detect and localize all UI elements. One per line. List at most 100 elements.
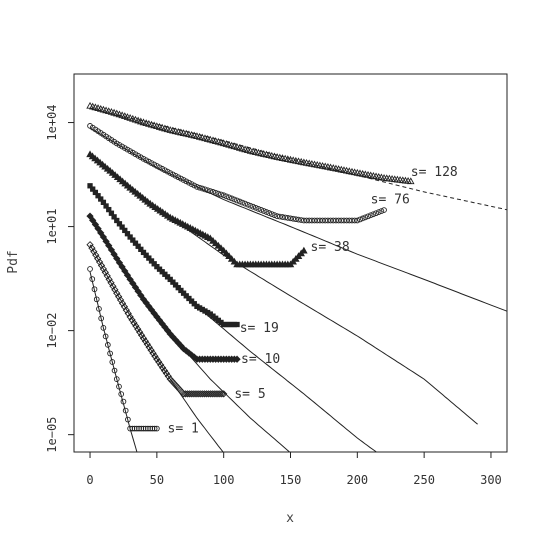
data-point [319,217,326,224]
y-tick-label: 1e−05 [45,417,59,453]
x-tick-label: 250 [413,473,435,487]
data-point [105,241,113,250]
data-point [140,249,147,256]
data-point [129,279,137,288]
data-point [172,282,179,288]
data-point [359,215,366,222]
data-point [124,231,131,237]
data-point [91,286,98,293]
data-point [155,358,163,366]
data-point [194,183,200,190]
data-point [164,372,172,380]
data-point [98,315,105,322]
data-point [252,204,259,211]
data-point [178,287,184,294]
data-point [191,182,198,189]
data-point [145,343,153,351]
data-point [122,407,129,414]
series-label: s= 38 [311,240,350,255]
data-point [143,252,149,258]
data-point [306,217,313,224]
data-point [103,203,109,209]
data-point [343,217,350,224]
data-point [110,250,118,258]
fit-curve [89,271,138,452]
data-point [327,217,334,224]
data-point [130,237,136,243]
data-point [116,296,125,304]
data-point [167,276,173,283]
data-point [87,266,93,272]
data-point [170,279,176,285]
data-point [354,217,361,224]
data-point [128,316,136,324]
data-point [228,195,235,202]
data-point [96,305,102,312]
data-point [158,364,167,372]
data-point [121,267,129,275]
data-point [123,271,132,279]
y-tick-label: 1e−02 [45,313,59,349]
data-point [186,179,192,186]
data-point [244,201,251,208]
data-point [298,217,305,223]
data-point [94,225,102,233]
data-point [107,246,116,254]
data-point [178,175,184,182]
data-point [341,217,347,224]
y-tick-label: 1e+01 [45,209,59,245]
data-point [226,194,232,201]
data-point [373,210,379,217]
series-label: s= 5 [234,387,265,402]
data-point [202,186,208,193]
data-point [260,208,267,214]
data-point [218,390,226,398]
data-point [268,211,275,217]
data-point [122,306,130,314]
data-point [266,210,272,216]
data-point [330,217,337,224]
data-point [139,334,148,342]
data-point [137,331,146,339]
data-point [236,198,243,205]
data-point [381,207,387,213]
data-point [325,217,331,224]
y-axis: 1e−05 1e−02 1e+01 1e+04 [45,104,74,453]
data-point [175,285,181,291]
data-point [92,189,99,196]
data-point [370,211,377,218]
x-tick-label: 150 [280,473,302,487]
data-point [322,217,329,224]
data-point [220,192,227,199]
data-point [255,205,262,212]
data-point [86,212,94,220]
data-point [357,216,363,223]
data-point [167,170,174,176]
data-point [346,217,353,224]
data-point [115,292,123,301]
data-point [130,319,138,327]
data-point [116,383,122,390]
data-point [113,254,121,263]
data-point [93,296,100,303]
data-point [271,212,278,218]
data-point [100,325,107,331]
data-point [239,199,246,206]
data-point [178,388,186,396]
data-point [148,258,155,264]
data-point [199,185,206,192]
data-point [89,216,97,224]
data-point [263,209,270,215]
data-point [120,303,129,311]
data-point [134,325,142,333]
data-point [120,398,127,405]
data-point [407,177,415,185]
series-label: s= 19 [240,321,279,336]
data-point [125,416,131,423]
data-point [309,217,315,224]
x-axis-title: x [286,511,294,526]
data-point [188,181,195,187]
data-point [119,224,125,230]
data-point [300,246,308,254]
data-point [131,283,140,291]
